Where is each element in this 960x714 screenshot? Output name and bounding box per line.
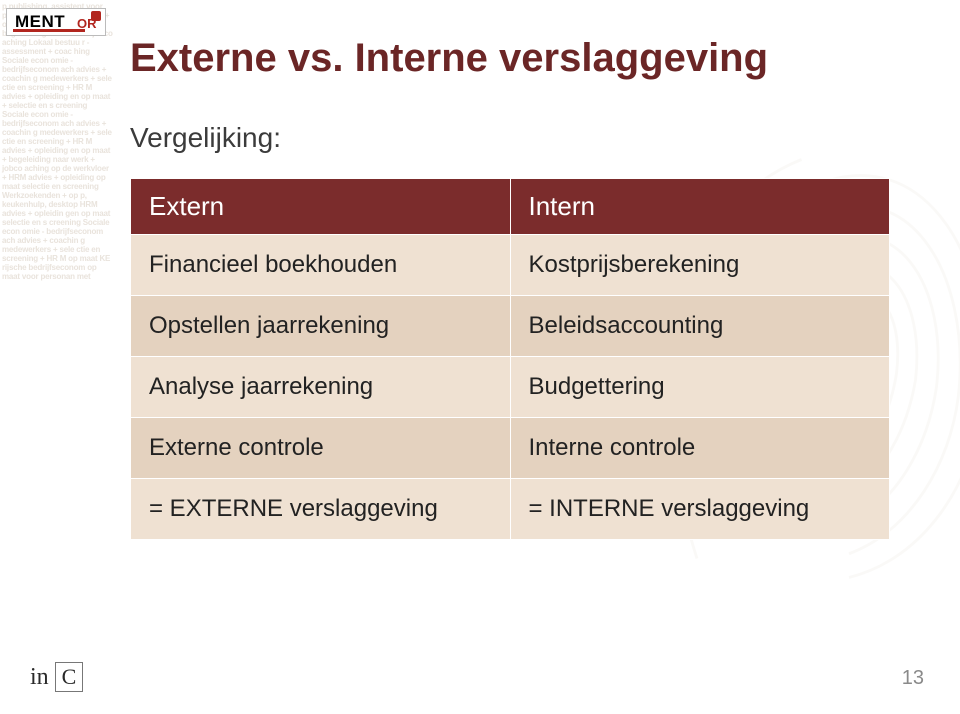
mentor-logo: MENT OR — [6, 8, 106, 36]
table-header-row: Extern Intern — [131, 179, 890, 235]
table-row: = EXTERNE verslaggeving = INTERNE versla… — [131, 479, 890, 540]
table-row: Financieel boekhouden Kostprijsberekenin… — [131, 235, 890, 296]
table-cell-left: Financieel boekhouden — [131, 235, 511, 296]
table-cell-right: Budgettering — [510, 357, 890, 418]
logo-bl-right: C — [55, 662, 84, 692]
table-cell-right: Interne controle — [510, 418, 890, 479]
comparison-table: Extern Intern Financieel boekhouden Kost… — [130, 178, 890, 540]
table-cell-left: Analyse jaarrekening — [131, 357, 511, 418]
logo-bar — [13, 29, 85, 32]
table-header-left: Extern — [131, 179, 511, 235]
table-row: Externe controle Interne controle — [131, 418, 890, 479]
table-cell-right: Kostprijsberekening — [510, 235, 890, 296]
background-watermark-text: p publishing, assistent voor personen me… — [0, 0, 115, 640]
slide-subtitle: Vergelijking: — [130, 122, 281, 154]
in-c-logo: in C — [30, 662, 83, 692]
table-cell-right: Beleidsaccounting — [510, 296, 890, 357]
table-row: Opstellen jaarrekening Beleidsaccounting — [131, 296, 890, 357]
table-row: Analyse jaarrekening Budgettering — [131, 357, 890, 418]
table-cell-left: = EXTERNE verslaggeving — [131, 479, 511, 540]
page-number: 13 — [902, 667, 924, 690]
table-cell-left: Externe controle — [131, 418, 511, 479]
table-cell-left: Opstellen jaarrekening — [131, 296, 511, 357]
slide: p publishing, assistent voor personen me… — [0, 0, 960, 714]
table-cell-right: = INTERNE verslaggeving — [510, 479, 890, 540]
slide-title: Externe vs. Interne verslaggeving — [130, 36, 768, 81]
logo-dot — [91, 11, 101, 21]
table-header-right: Intern — [510, 179, 890, 235]
logo-bl-left: in — [30, 664, 49, 691]
